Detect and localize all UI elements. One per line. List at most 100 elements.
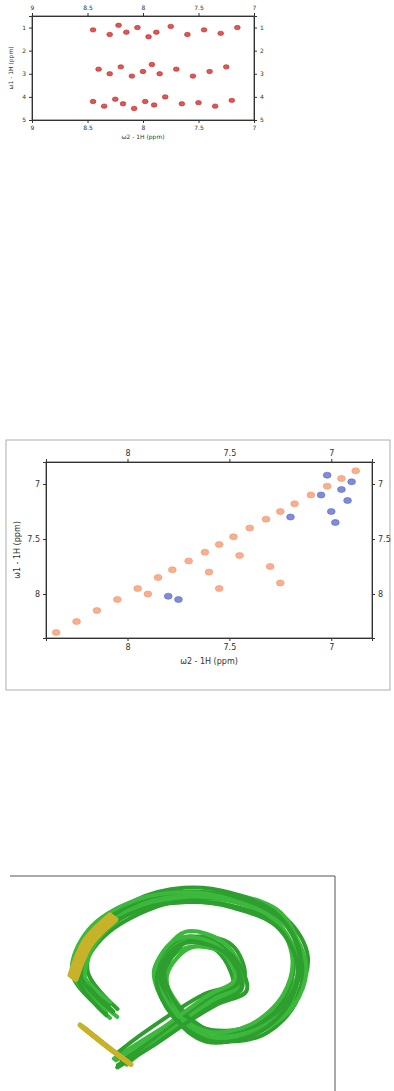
tick: 7 — [35, 480, 46, 489]
tick: 8 — [125, 449, 130, 462]
peak — [118, 65, 124, 69]
tick-label: 8.5 — [83, 4, 93, 11]
tick-mark — [43, 484, 46, 485]
axis-line — [33, 13, 255, 17]
tick: 7.5 — [27, 535, 46, 544]
axis-line — [29, 17, 33, 121]
tick-label: 7.5 — [194, 124, 204, 131]
series — [90, 23, 240, 111]
peak — [201, 549, 209, 555]
axis-title: ω2 - 1H (ppm) — [180, 657, 238, 666]
tick-label: 9 — [31, 124, 35, 131]
axis-line — [255, 17, 258, 121]
tick-mark — [29, 97, 32, 98]
peak — [107, 32, 113, 36]
series — [164, 472, 355, 602]
tick-label: 3 — [22, 70, 26, 77]
peak — [234, 25, 240, 29]
tick-mark — [199, 13, 200, 16]
tick-mark — [372, 539, 375, 540]
tick-mark — [254, 51, 257, 52]
peak — [90, 99, 96, 103]
tick-label: 7 — [329, 449, 334, 458]
peak — [327, 509, 335, 515]
tick-label: 7.5 — [378, 535, 391, 544]
axis-line — [47, 639, 373, 642]
tick-mark — [88, 13, 89, 16]
peak — [190, 74, 196, 78]
tick-mark — [199, 120, 200, 123]
peak — [338, 487, 346, 493]
peak — [276, 509, 284, 515]
peak — [291, 501, 299, 507]
axis-line — [33, 121, 255, 124]
tick-label: 4 — [260, 93, 264, 100]
axis: 87.57 — [47, 449, 373, 463]
peak — [175, 597, 183, 603]
peak — [146, 35, 152, 39]
tick-label: 8 — [142, 124, 146, 131]
axis: 12345 — [254, 17, 264, 124]
tick-mark — [43, 594, 46, 595]
tick-mark — [143, 13, 144, 16]
peak — [207, 69, 213, 73]
series — [52, 468, 359, 636]
tick-mark — [29, 120, 32, 121]
axis: 98.587.57 — [31, 120, 257, 131]
peak — [90, 28, 96, 32]
peak — [113, 597, 121, 603]
peak — [287, 514, 295, 520]
tick: 7.5 — [194, 4, 204, 16]
peak — [348, 479, 356, 485]
peak — [323, 472, 331, 478]
tick-mark — [254, 120, 257, 121]
tick: 4 — [22, 93, 32, 100]
peak — [129, 74, 135, 78]
peak — [123, 30, 129, 34]
peak — [144, 591, 152, 597]
tick: 2 — [22, 47, 32, 54]
peak — [185, 558, 193, 564]
tick-mark — [254, 74, 257, 75]
peak — [168, 567, 176, 573]
peak — [151, 103, 157, 107]
axis-title: ω1 - 1H (ppm) — [7, 46, 15, 89]
peak — [131, 106, 137, 110]
tick: 7.5 — [224, 638, 237, 652]
peak — [344, 498, 352, 504]
peak — [317, 492, 325, 498]
peak — [266, 564, 274, 570]
peak — [196, 100, 202, 104]
tick: 3 — [254, 70, 264, 77]
tick: 8 — [35, 590, 46, 599]
tick-mark — [254, 28, 257, 29]
peak — [173, 67, 179, 71]
tick-mark — [372, 484, 375, 485]
tick: 7 — [253, 4, 257, 16]
disulfide-region — [76, 920, 116, 980]
tick: 1 — [254, 24, 264, 31]
tick-label: 2 — [22, 47, 26, 54]
peak — [140, 69, 146, 73]
peak — [338, 476, 346, 482]
tick-label: 5 — [22, 116, 26, 123]
tick-label: 8.5 — [83, 124, 93, 131]
peak — [154, 575, 162, 581]
tick: 7.5 — [372, 535, 391, 544]
structure-panel — [10, 876, 335, 1091]
plot-frame — [46, 462, 372, 638]
peak — [218, 31, 224, 35]
tick-mark — [128, 459, 129, 462]
peak — [212, 104, 218, 108]
tick-label: 8 — [142, 4, 146, 11]
tick: 2 — [254, 47, 264, 54]
peak — [205, 569, 213, 575]
tick: 8 — [125, 638, 130, 652]
peak — [230, 534, 238, 540]
peak — [112, 97, 118, 101]
figure: 98.587.5798.587.571234512345ω2 - 1H (ppm… — [0, 0, 394, 1091]
tick-label: 7 — [253, 4, 257, 11]
peak — [276, 580, 284, 586]
axis-line — [373, 463, 376, 639]
peak — [153, 30, 159, 34]
